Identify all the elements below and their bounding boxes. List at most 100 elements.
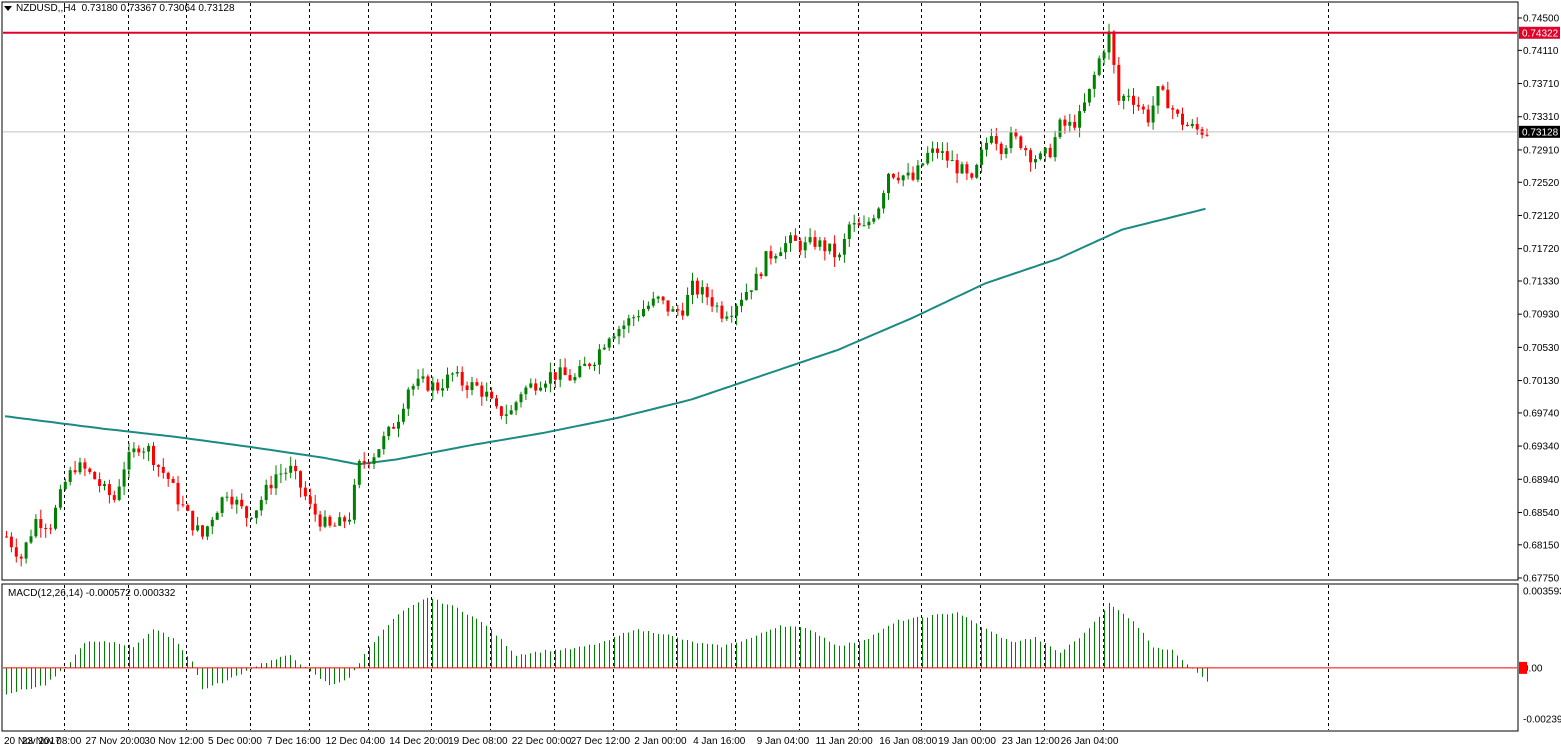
- candle-body: [970, 173, 974, 178]
- dropdown-triangle-icon[interactable]: [4, 5, 12, 11]
- candle-body: [455, 371, 459, 374]
- candle-body: [578, 365, 582, 377]
- candle-body: [284, 472, 288, 474]
- candle-body: [1083, 102, 1086, 112]
- candle-body: [534, 383, 538, 391]
- candle-body: [117, 486, 121, 500]
- candle-body: [132, 448, 136, 453]
- candle-body: [73, 470, 77, 473]
- candle-body: [852, 223, 856, 225]
- candle-body: [235, 499, 239, 505]
- candle-body: [676, 309, 680, 311]
- candle-body: [181, 504, 185, 506]
- candle-body: [78, 462, 82, 473]
- candle-body: [171, 478, 175, 483]
- candle-body: [1171, 108, 1175, 110]
- candle-body: [588, 363, 592, 367]
- candle-body: [671, 309, 675, 312]
- candle-body: [1151, 105, 1155, 123]
- main-chart-frame: [1, 1, 1519, 581]
- candle-body: [656, 296, 660, 299]
- candle-body: [1132, 95, 1135, 105]
- candle-body: [509, 410, 513, 415]
- candle-body: [1141, 106, 1145, 110]
- macd-label: MACD(12,26,14) -0.000572 0.000332: [8, 588, 176, 599]
- candle-body: [1195, 123, 1199, 130]
- candle-body: [686, 295, 690, 316]
- candle-body: [544, 383, 547, 388]
- current-price-tag-bg: [1519, 125, 1560, 138]
- price-tick-label: 0.69340: [1523, 442, 1560, 453]
- candle-body: [299, 471, 302, 488]
- candle-body: [220, 497, 224, 513]
- candle-body: [769, 251, 773, 259]
- candle-body: [524, 387, 528, 395]
- candle-body: [377, 449, 381, 458]
- candle-body: [789, 235, 792, 244]
- candle-body: [1053, 137, 1057, 158]
- candle-body: [887, 173, 890, 194]
- candle-body: [1078, 111, 1082, 128]
- candle-body: [529, 383, 533, 388]
- candle-body: [921, 163, 925, 166]
- candle-body: [593, 364, 596, 367]
- candle-body: [215, 512, 219, 520]
- candle-body: [137, 448, 141, 453]
- candle-body: [896, 177, 900, 181]
- candle-body: [989, 136, 993, 143]
- current-price-tag: 0.73128: [1522, 127, 1559, 138]
- candle-body: [411, 385, 415, 390]
- candle-body: [681, 310, 685, 316]
- candle-body: [1019, 136, 1023, 149]
- candle-body: [803, 242, 807, 251]
- candle-body: [838, 254, 841, 258]
- candle-body: [823, 240, 827, 252]
- candle-body: [1048, 147, 1052, 158]
- candle-body: [960, 164, 964, 174]
- candle-body: [485, 391, 489, 397]
- candle-body: [352, 484, 356, 520]
- candle-body: [985, 142, 988, 150]
- candle-body: [813, 237, 817, 247]
- candle-body: [779, 252, 783, 256]
- candle-body: [862, 225, 866, 227]
- candle-body: [406, 389, 410, 409]
- candle-body: [289, 465, 293, 473]
- candle-body: [975, 164, 979, 178]
- candle-body: [1181, 113, 1184, 125]
- candle-body: [103, 484, 106, 486]
- time-tick-label: 5 Dec 00:00: [208, 736, 262, 747]
- candle-body: [1092, 74, 1096, 89]
- macd-tick-label: -0.00239: [1523, 715, 1561, 726]
- candle-body: [328, 516, 332, 526]
- candle-body: [176, 482, 180, 505]
- price-tick-label: 0.71720: [1523, 244, 1560, 255]
- candle-body: [161, 466, 165, 473]
- candle-body: [945, 151, 949, 161]
- macd-tick-label: 0.00: [1523, 663, 1543, 674]
- candle-body: [558, 367, 562, 380]
- candle-body: [906, 172, 910, 176]
- candle-body: [867, 221, 871, 226]
- candle-body: [240, 499, 244, 507]
- candle-body: [955, 160, 959, 174]
- candle-body: [1102, 52, 1106, 59]
- candle-body: [318, 514, 322, 527]
- moving-average-line: [4, 207, 1206, 466]
- candle-body: [205, 526, 209, 537]
- candle-body: [58, 489, 62, 508]
- time-tick-label: 4 Jan 16:00: [693, 736, 746, 747]
- candle-body: [774, 255, 778, 259]
- candle-body: [901, 175, 905, 181]
- candle-body: [617, 329, 621, 337]
- candle-body: [186, 505, 190, 511]
- candle-body: [426, 376, 430, 391]
- candle-body: [279, 473, 283, 475]
- vertical-gridlines: [64, 3, 1329, 730]
- price-tick-label: 0.73710: [1523, 79, 1560, 90]
- time-tick-label: 20 Nov 2017: [4, 736, 61, 747]
- candle-body: [1004, 148, 1008, 155]
- price-tick-label: 0.71330: [1523, 276, 1560, 287]
